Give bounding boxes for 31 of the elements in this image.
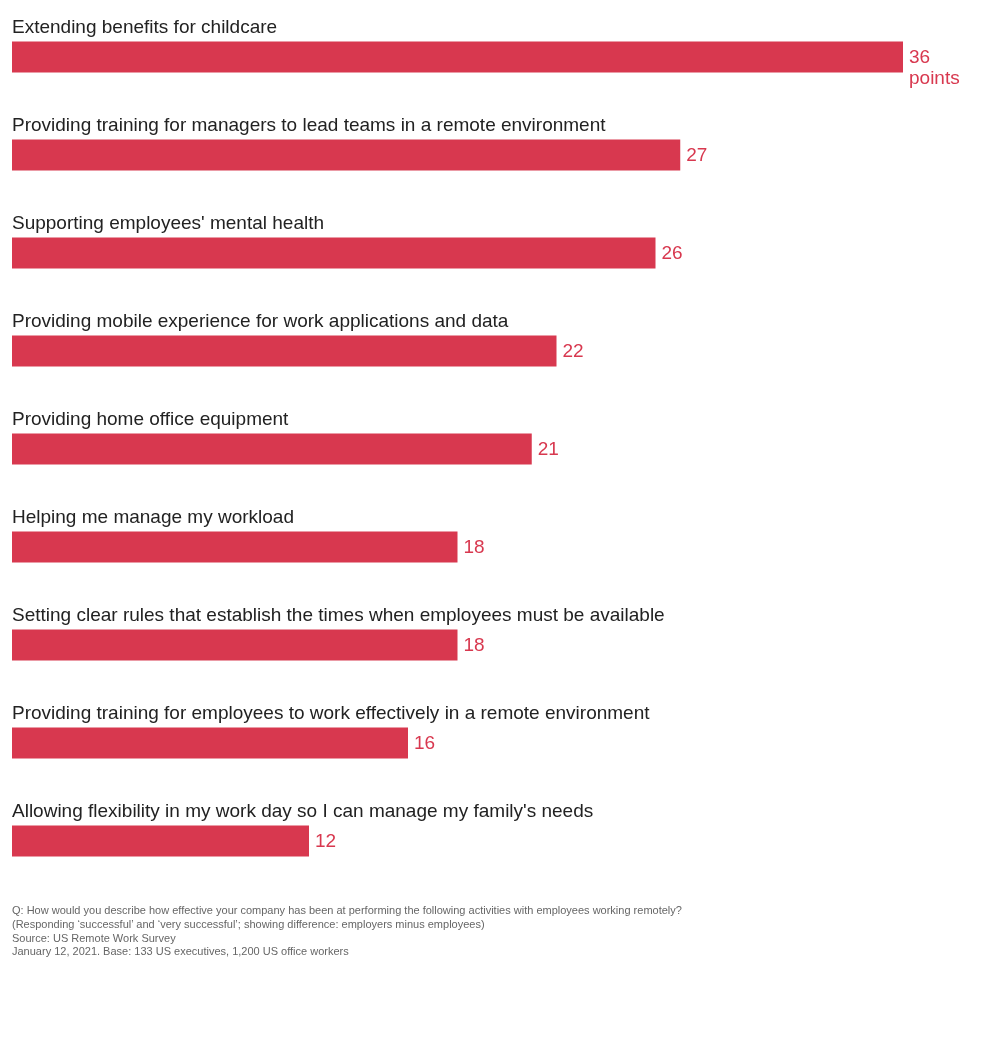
y-tick-label: Allowing flexibility in my work day so I can manage my family's needs bbox=[12, 800, 594, 821]
data-label: 27 bbox=[686, 144, 708, 165]
data-label: 16 bbox=[414, 732, 436, 753]
y-tick-label: Providing training for managers to lead teams in a remote environment bbox=[12, 114, 607, 135]
data-label: 18 bbox=[463, 536, 485, 557]
bar bbox=[12, 531, 458, 563]
bar bbox=[12, 629, 458, 661]
bar bbox=[12, 335, 557, 367]
data-label: 12 bbox=[315, 830, 337, 851]
data-label: 18 bbox=[463, 634, 485, 655]
y-tick-label: Helping me manage my workload bbox=[12, 506, 294, 527]
source-note: Source: US Remote Work Survey bbox=[12, 931, 177, 946]
text: (Responding ‘successful’ and ‘very successful’; showing difference: employers minus employees) bbox=[12, 917, 486, 932]
text: Q: How would you describe how effective your company has been at performing the following activities with employees working remotely? bbox=[12, 904, 683, 918]
data-label: 21 bbox=[537, 438, 559, 459]
bar bbox=[12, 41, 903, 73]
bar bbox=[12, 825, 309, 857]
bar bbox=[12, 139, 681, 171]
bar bbox=[12, 727, 408, 759]
y-tick-label: Setting clear rules that establish the times when employees must be available bbox=[12, 604, 665, 625]
data-label: 26 bbox=[661, 242, 683, 263]
y-tick-label: Providing home office equipment bbox=[12, 408, 290, 429]
y-tick-label: Providing mobile experience for work applications and data bbox=[12, 310, 509, 331]
y-tick-label: Providing training for employees to work effectively in a remote environment bbox=[12, 702, 651, 723]
data-label: 36 points bbox=[909, 46, 960, 88]
data-label: 22 bbox=[562, 340, 584, 361]
bar bbox=[12, 433, 532, 465]
y-tick-label: Supporting employees' mental health bbox=[12, 212, 325, 233]
y-tick-label: Extending benefits for childcare bbox=[12, 16, 278, 37]
bar bbox=[12, 237, 656, 269]
text: January 12, 2021. Base: 133 US executives, 1,200 US office workers bbox=[12, 945, 350, 959]
